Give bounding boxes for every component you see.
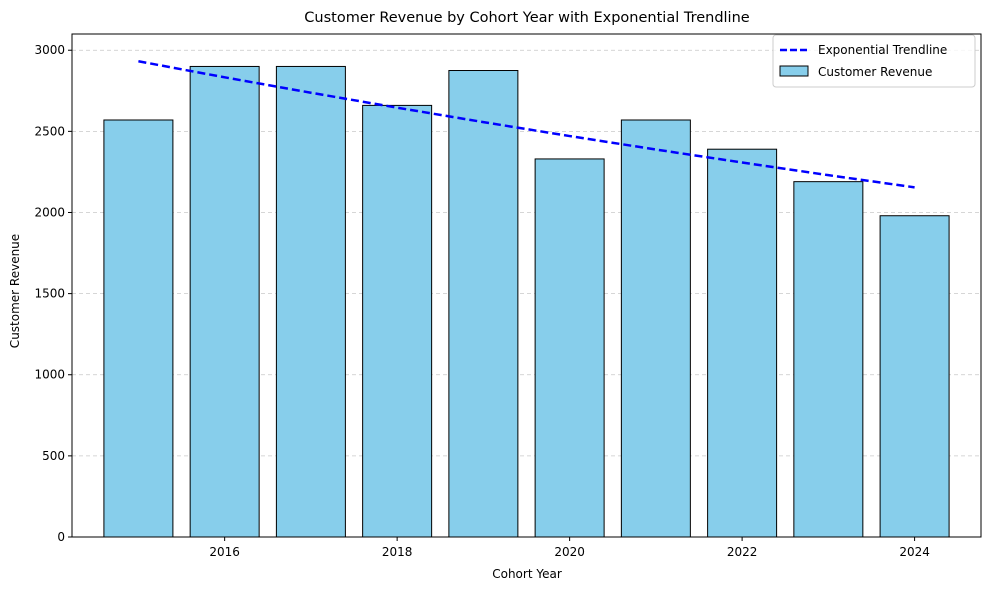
x-axis-ticks: 2016 2018 2020 2022 2024 [209, 537, 930, 559]
legend-bar-label: Customer Revenue [818, 65, 932, 79]
bar [707, 148, 778, 538]
x-tick-label: 2020 [554, 545, 585, 559]
legend-trendline-label: Exponential Trendline [818, 43, 947, 57]
y-tick-label: 2000 [34, 205, 65, 219]
plot-frame [71, 33, 982, 538]
x-tick-label: 2024 [899, 545, 930, 559]
bar [879, 215, 950, 538]
y-tick-label: 1000 [34, 368, 65, 382]
y-axis-ticks: 0 500 1000 1500 2000 2500 3000 [34, 43, 72, 544]
bar [534, 158, 605, 538]
y-axis-label: Customer Revenue [8, 234, 22, 348]
x-tick-label: 2022 [727, 545, 758, 559]
bar [620, 119, 691, 538]
bar [103, 119, 174, 538]
trendline [138, 60, 915, 189]
bar [448, 70, 519, 538]
legend: Exponential Trendline Customer Revenue [772, 34, 976, 88]
bar [793, 181, 864, 538]
x-tick-label: 2018 [382, 545, 413, 559]
x-axis-label: Cohort Year [492, 567, 562, 581]
bar [362, 104, 433, 538]
x-tick-label: 2016 [209, 545, 240, 559]
y-tick-label: 500 [42, 449, 65, 463]
legend-bar-swatch [779, 65, 809, 77]
chart-title: Customer Revenue by Cohort Year with Exp… [304, 10, 749, 26]
y-tick-label: 2500 [34, 124, 65, 138]
bar [189, 65, 260, 538]
bars [103, 65, 950, 538]
legend-box [772, 34, 976, 88]
y-tick-label: 3000 [34, 43, 65, 57]
y-tick-label: 0 [57, 530, 65, 544]
bar [275, 65, 346, 538]
y-tick-label: 1500 [34, 287, 65, 301]
trendline-path [138, 60, 915, 189]
